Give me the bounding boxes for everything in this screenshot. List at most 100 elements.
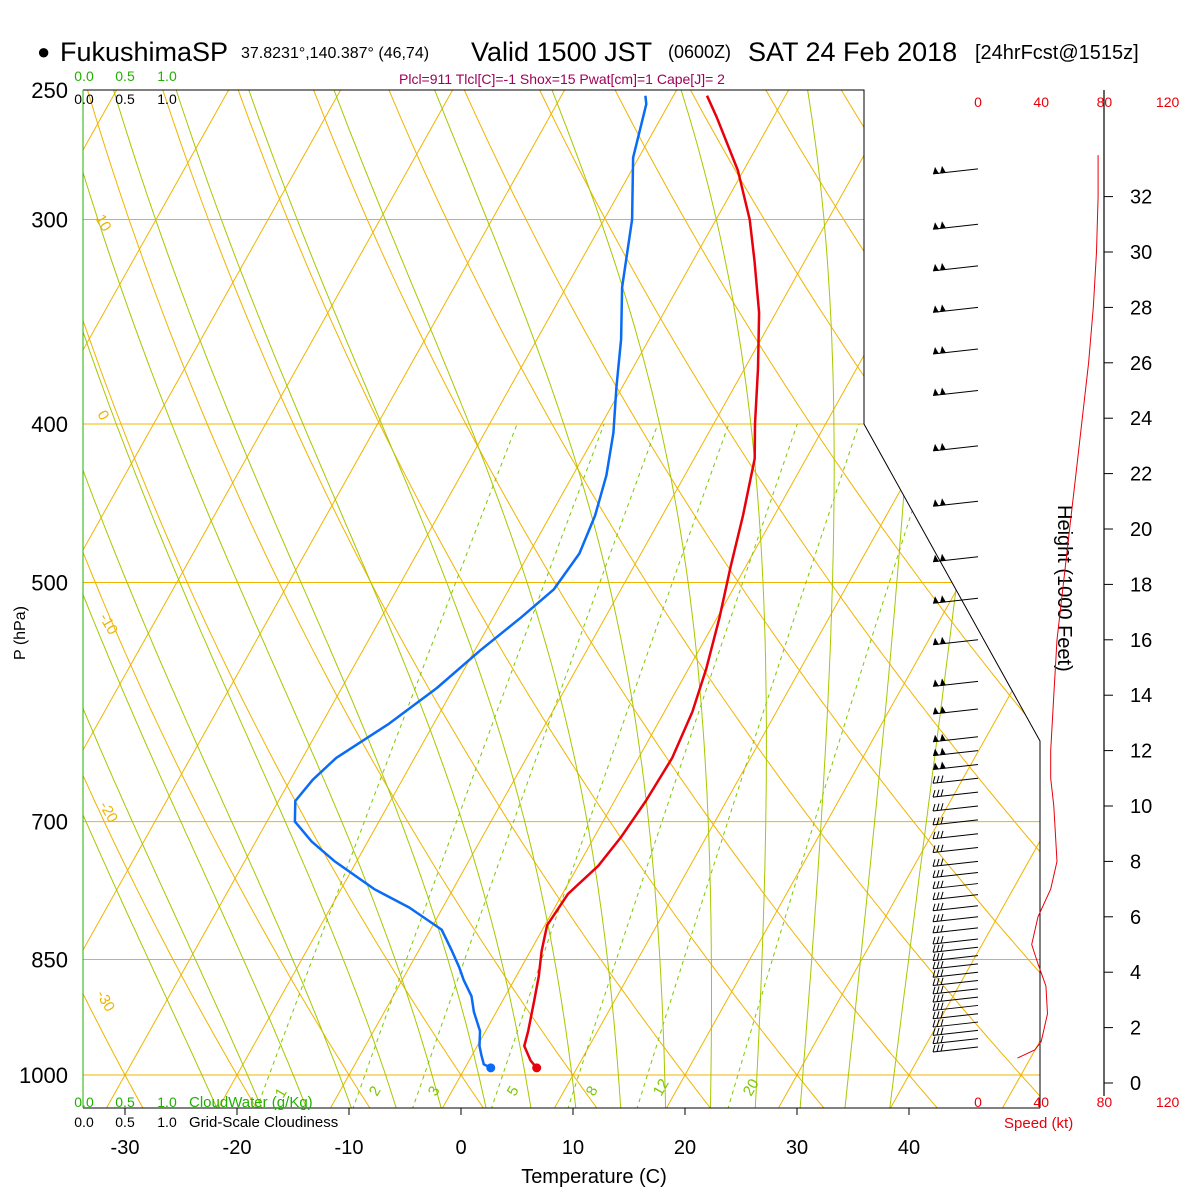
mixing-ratio-label: 20 [740, 1076, 763, 1099]
moist-adiabat-line [422, 90, 667, 1108]
dry-adiabat-line [83, 90, 485, 1108]
isotherm-line [0, 76, 13, 1110]
plot-frame [83, 89, 1041, 1109]
pressure-tick-label: 300 [31, 208, 68, 233]
wind-barb-flag [933, 222, 939, 230]
wind-barb-feather [936, 903, 940, 911]
wind-barb [932, 639, 979, 646]
wind-barb-feather [936, 936, 940, 944]
wind-barb-flag [933, 499, 939, 507]
mixing-ratio-line [255, 423, 518, 1108]
cloud-scales: 0.0 0.0 0.0 0.0 0.5 0.5 0.5 0.5 1.0 1.0 1.0 1.0 [74, 68, 177, 1130]
moist-adiabat-line [889, 90, 1013, 1108]
mixing-ratio-line [352, 423, 605, 1108]
wind-barb-feather [936, 892, 940, 900]
cloudwater-tick-top: 0.5 [115, 68, 135, 84]
profiles [293, 95, 761, 1073]
wind-barb-feather [932, 903, 936, 911]
wind-barb-feather [940, 994, 944, 1002]
wind-barb-feather [940, 902, 944, 911]
wind-barb-flag [940, 345, 946, 354]
wind-barb-flag [933, 305, 939, 313]
wind-barb [932, 791, 979, 798]
pressure-tick-label: 400 [31, 412, 68, 437]
wind-barb [932, 833, 979, 840]
isotherm-line [83, 90, 574, 1108]
wind-barb-feather [936, 961, 940, 969]
temperature-surface-dot [532, 1063, 542, 1073]
wind-barb-feather [940, 1044, 944, 1052]
wind-barb-feather [940, 960, 944, 969]
wind-barb-feather [940, 869, 944, 877]
isotherm-line [441, 90, 1022, 1108]
height-tick-label: 18 [1130, 574, 1152, 596]
cloudiness-tick-bottom: 0.0 [74, 1114, 94, 1130]
cloudwater-label: CloudWater (g/Kg) [189, 1094, 313, 1111]
wind-barb [932, 916, 979, 923]
temperature-tick-label: 20 [674, 1137, 696, 1159]
wind-barb-feather [940, 944, 944, 952]
isotherm-line [217, 90, 798, 1108]
wind-barb-feather [936, 994, 940, 1002]
wind-barb-feather [936, 1027, 940, 1036]
wind-barb [932, 1038, 979, 1045]
pressure-tick-label: 850 [31, 948, 68, 973]
wind-barb-feather [932, 953, 936, 961]
dry-adiabat-label: 0 [94, 408, 113, 424]
wind-barb-feather [936, 869, 940, 878]
wind-barb-feather [932, 1003, 936, 1011]
wind-barb-flag [933, 762, 939, 770]
wind-barb-feather [932, 1019, 936, 1028]
height-tick-label: 8 [1130, 851, 1141, 873]
wind-barb-feather [940, 913, 944, 922]
wind-barb-flag [933, 346, 939, 354]
moist-adiabat-line [322, 90, 622, 1108]
mixing-ratio-label: 3 [425, 1083, 444, 1099]
wind-barb-flag [933, 679, 939, 687]
wind-barb-feather [932, 986, 936, 994]
wind-barb-feather [932, 936, 936, 945]
wind-barb-flag [933, 748, 939, 756]
moist-adiabat-line [844, 90, 919, 1108]
speed-tick-top: 120 [1156, 94, 1180, 110]
wind-barb-feather [940, 1010, 944, 1019]
mixing-ratio-line [727, 423, 941, 1108]
moist-adiabat-label: 10 [886, 439, 921, 474]
wind-barb-feather [940, 1019, 944, 1027]
wind-barb-feather [936, 953, 940, 961]
wind-barb-feather [932, 994, 936, 1003]
station-dot: ● [37, 39, 50, 64]
wind-barb-feather [932, 831, 936, 839]
wind-barb-feather [940, 1027, 944, 1035]
dry-adiabat-line [376, 90, 1040, 1108]
mixing-ratio-label: 8 [583, 1083, 602, 1099]
wind-barb-feather [932, 1036, 936, 1044]
isotherm-line [889, 90, 1040, 1108]
wind-barb-flag [940, 553, 946, 562]
dry-adiabat-line [600, 90, 1040, 1108]
height-tick-label: 0 [1130, 1073, 1141, 1095]
forecast-info: [24hrFcst@1515z] [975, 42, 1139, 64]
cloudwater-tick-top: 1.0 [157, 68, 177, 84]
wind-barb-feather [932, 817, 936, 825]
stability-indices: Plcl=911 Tlcl[C]=-1 Shox=15 Pwat[cm]=1 C… [399, 71, 725, 87]
isotherm-line [777, 90, 1040, 1108]
wind-barb-flag [940, 498, 946, 506]
height-tick-label: 16 [1130, 630, 1152, 652]
moist-adiabat-line [83, 90, 308, 1108]
moist-adiabat-label: 20 [943, 549, 978, 584]
wind-barb [932, 946, 979, 953]
wind-barb-feather [936, 881, 940, 889]
utc-time: (0600Z) [668, 42, 731, 62]
wind-barb-flag [940, 262, 946, 271]
temperature-tick-label: -30 [111, 1137, 140, 1159]
isotherm-line [105, 90, 686, 1108]
wind-barb-feather [940, 891, 944, 899]
wind-barb-feather [936, 775, 940, 784]
wind-barb [932, 905, 979, 912]
valid-date: SAT 24 Feb 2018 [748, 37, 957, 67]
wind-barb-flag [940, 387, 946, 395]
y-axis-label: P (hPa) [12, 606, 29, 660]
moist-adiabat-line [83, 90, 353, 1108]
